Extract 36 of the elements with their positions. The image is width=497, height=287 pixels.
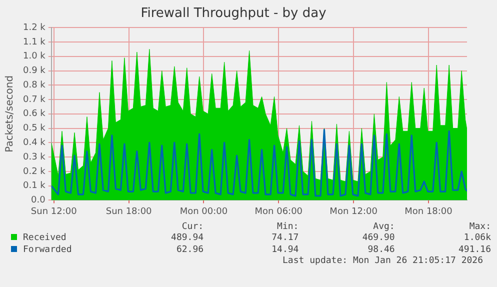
y-tick-label: 0.1 k bbox=[22, 181, 46, 192]
text: 1.06k bbox=[462, 232, 492, 244]
text: 14.94 bbox=[270, 244, 300, 256]
y-tick-label: 0.3 k bbox=[22, 152, 46, 162]
y-tick-label: 0.7 k bbox=[22, 94, 46, 105]
text: Max: bbox=[468, 222, 492, 232]
y-axis-title: Packets/second bbox=[4, 75, 16, 152]
x-tick-label: Mon 00:00 bbox=[180, 206, 228, 217]
x-tick-label: Sun 18:00 bbox=[106, 206, 152, 217]
text: 74.17 bbox=[270, 232, 300, 244]
text: 62.96 bbox=[175, 244, 205, 256]
x-tick-label: Mon 18:00 bbox=[404, 206, 453, 217]
legend-label: Forwarded bbox=[22, 244, 73, 256]
text: Cur: bbox=[180, 222, 205, 232]
y-tick-label: 0.9 k bbox=[22, 66, 46, 76]
text: Avg: bbox=[372, 222, 396, 232]
y-tick-label: 0.8 k bbox=[22, 80, 46, 90]
x-tick-label: Sun 12:00 bbox=[30, 206, 78, 217]
text: Min: bbox=[276, 222, 300, 232]
y-tick-label: 1.0 k bbox=[22, 52, 46, 62]
y-tick-label: 1.1 k bbox=[22, 37, 46, 48]
y-tick-label: 0.6 k bbox=[22, 109, 46, 120]
text: 491.16 bbox=[457, 244, 492, 256]
text: 98.46 bbox=[366, 244, 396, 256]
chart-title: Firewall Throughput - by day bbox=[140, 6, 327, 22]
y-tick-label: 0.2 k bbox=[22, 166, 46, 177]
legend-label: Received bbox=[22, 232, 68, 244]
x-tick-label: Mon 06:00 bbox=[254, 206, 303, 217]
x-tick-label: Mon 12:00 bbox=[330, 206, 378, 217]
text: 489.94 bbox=[170, 232, 205, 244]
text: Last update: Mon Jan 26 21:05:17 2026 bbox=[282, 256, 483, 266]
y-tick-label: 1.2 k bbox=[22, 22, 46, 33]
y-tick-label: 0.0 bbox=[31, 196, 46, 206]
y-tick-label: 0.4 k bbox=[22, 138, 46, 148]
text: 469.90 bbox=[361, 232, 396, 244]
y-tick-label: 0.5 k bbox=[22, 124, 46, 134]
